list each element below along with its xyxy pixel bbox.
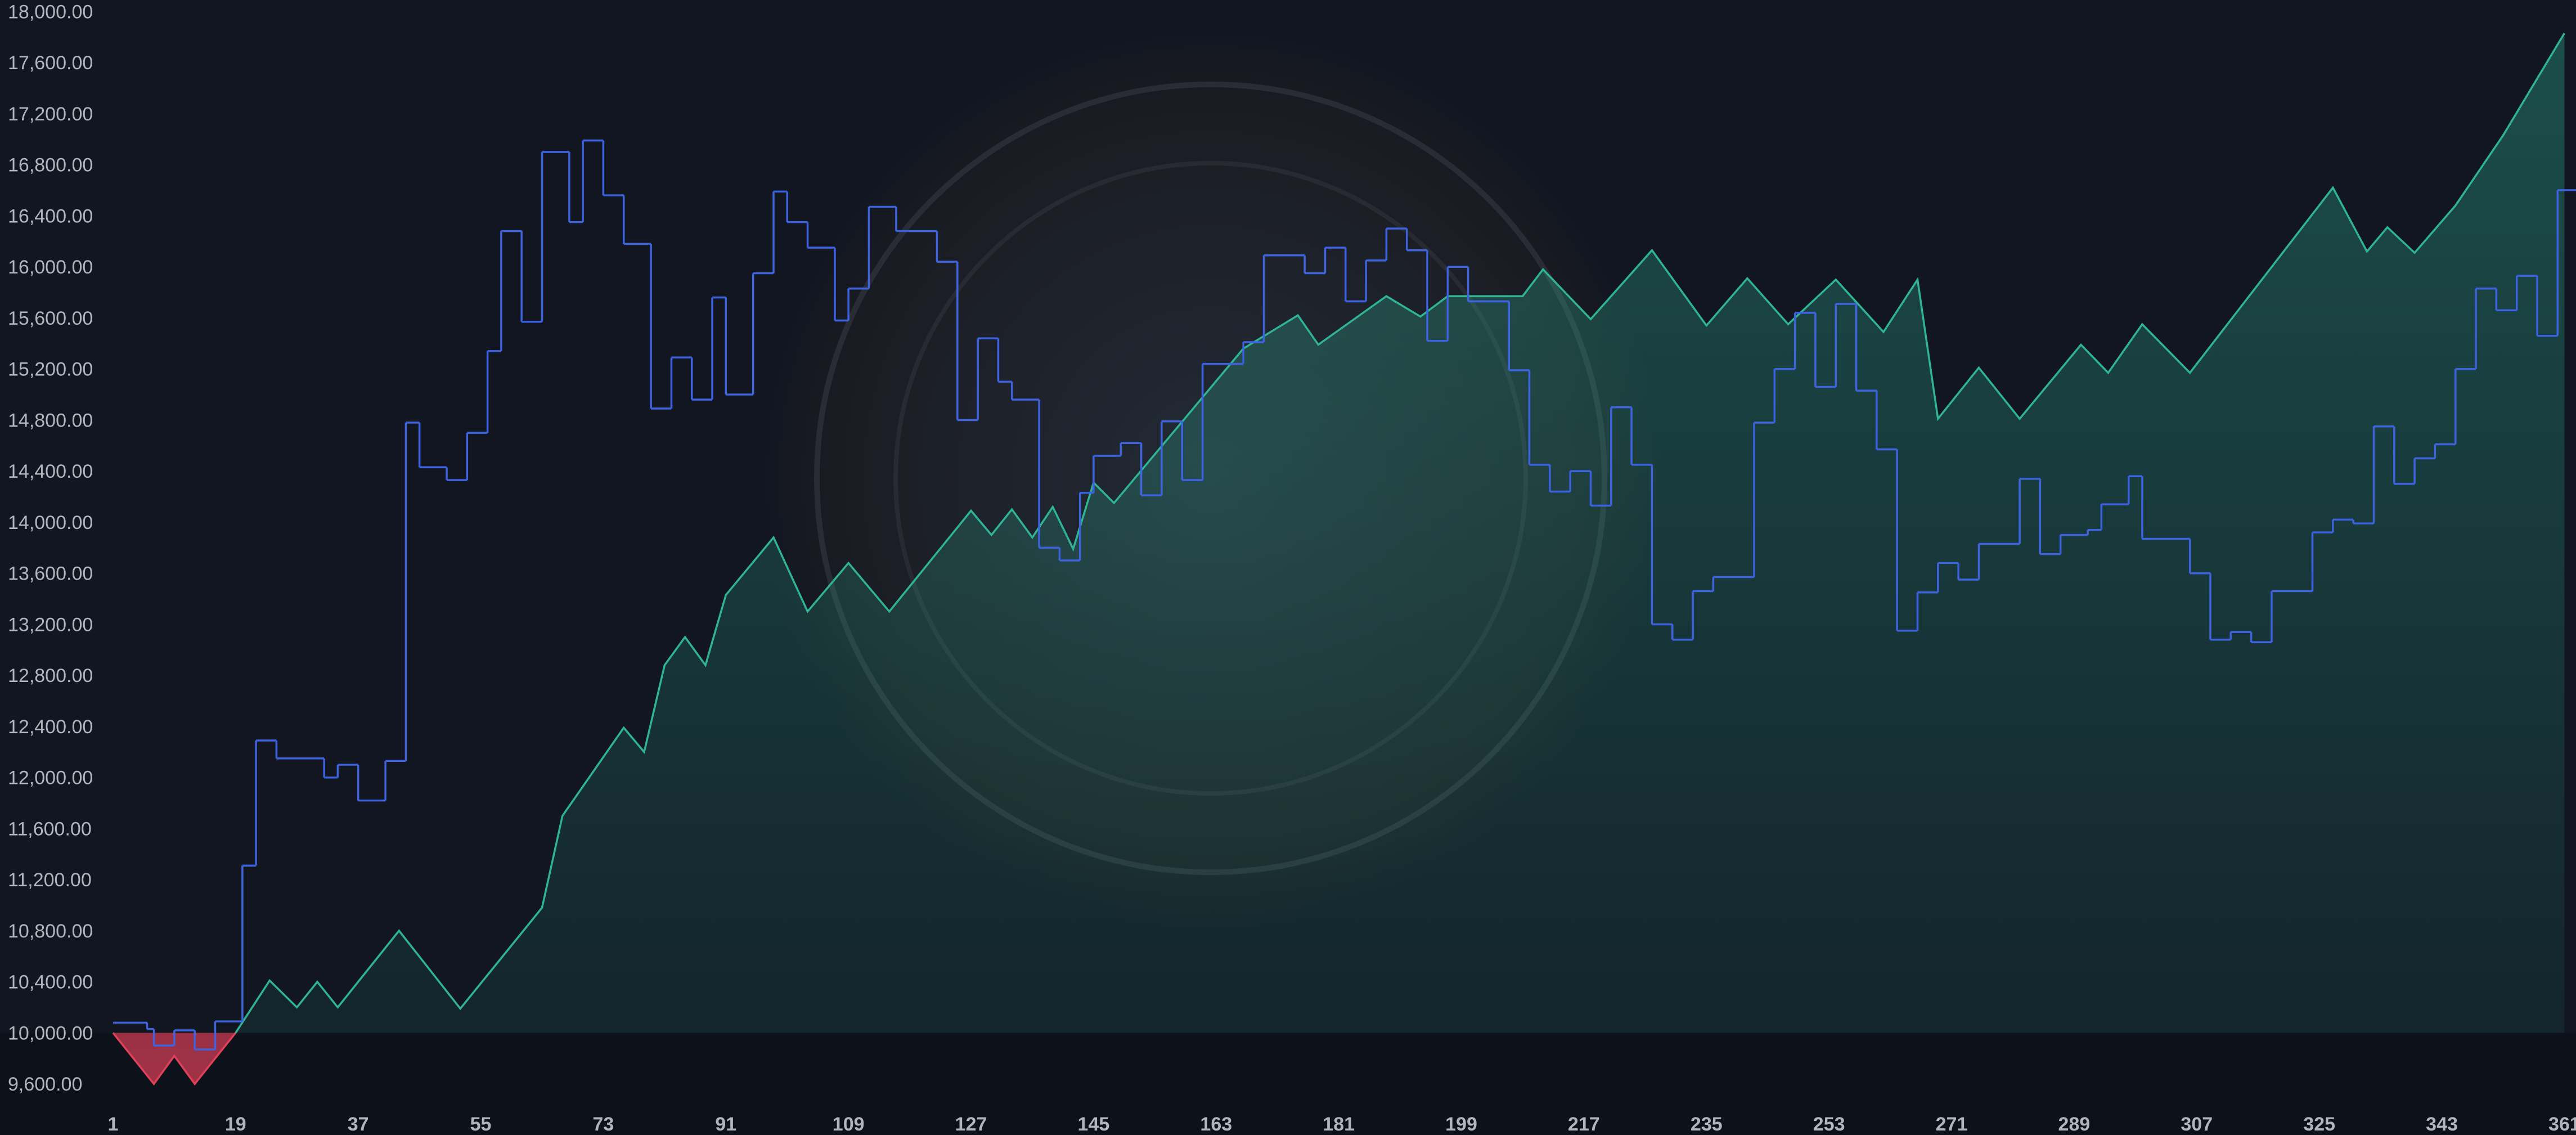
y-tick-label: 17,200.00 — [8, 104, 93, 125]
y-tick-label: 16,400.00 — [8, 205, 93, 227]
y-tick-label: 10,000.00 — [8, 1022, 93, 1044]
area-fill-negative — [113, 1033, 236, 1084]
x-tick-label: 127 — [955, 1114, 987, 1135]
area-fill-positive — [113, 33, 2565, 1033]
y-tick-label: 12,800.00 — [8, 665, 93, 687]
x-tick-label: 343 — [2426, 1114, 2458, 1135]
y-tick-label: 16,000.00 — [8, 257, 93, 278]
y-tick-label: 15,600.00 — [8, 308, 93, 329]
y-tick-label: 18,000.00 — [8, 1, 93, 23]
plot-area — [0, 33, 2576, 1135]
x-tick-label: 217 — [1568, 1114, 1600, 1135]
y-tick-label: 9,600.00 — [8, 1074, 82, 1095]
x-tick-label: 325 — [2303, 1114, 2335, 1135]
x-tick-label: 73 — [593, 1114, 614, 1135]
x-tick-label: 163 — [1200, 1114, 1232, 1135]
y-tick-label: 14,400.00 — [8, 461, 93, 482]
x-tick-label: 253 — [1813, 1114, 1845, 1135]
x-tick-label: 289 — [2058, 1114, 2091, 1135]
y-tick-label: 10,400.00 — [8, 972, 93, 993]
x-tick-label: 19 — [225, 1114, 246, 1135]
x-tick-label: 1 — [107, 1114, 118, 1135]
x-tick-label: 271 — [1936, 1114, 1968, 1135]
y-tick-label: 13,600.00 — [8, 563, 93, 585]
x-tick-label: 235 — [1691, 1114, 1723, 1135]
y-tick-label: 14,800.00 — [8, 410, 93, 431]
area-line — [113, 33, 2565, 1033]
x-tick-label: 55 — [470, 1114, 492, 1135]
below-baseline-band — [0, 1033, 2576, 1135]
x-tick-label: 307 — [2181, 1114, 2213, 1135]
x-tick-label: 361 — [2548, 1114, 2576, 1135]
x-tick-label: 109 — [833, 1114, 865, 1135]
y-tick-label: 16,800.00 — [8, 155, 93, 176]
x-tick-label: 181 — [1323, 1114, 1355, 1135]
x-tick-label: 37 — [348, 1114, 369, 1135]
y-tick-label: 17,600.00 — [8, 52, 93, 74]
axes: 9,600.00 10,000.00 10,400.00 10,800.00 11,20… — [8, 1, 2576, 1135]
y-tick-label: 14,000.00 — [8, 512, 93, 533]
y-tick-label: 13,200.00 — [8, 614, 93, 635]
x-tick-label: 199 — [1445, 1114, 1477, 1135]
x-tick-label: 145 — [1078, 1114, 1110, 1135]
y-tick-label: 15,200.00 — [8, 359, 93, 380]
y-tick-label: 11,200.00 — [8, 869, 92, 891]
y-tick-label: 11,600.00 — [8, 818, 92, 840]
x-tick-label: 91 — [715, 1114, 736, 1135]
y-tick-label: 12,000.00 — [8, 768, 93, 789]
y-tick-label: 12,400.00 — [8, 716, 93, 738]
y-tick-label: 10,800.00 — [8, 921, 93, 942]
